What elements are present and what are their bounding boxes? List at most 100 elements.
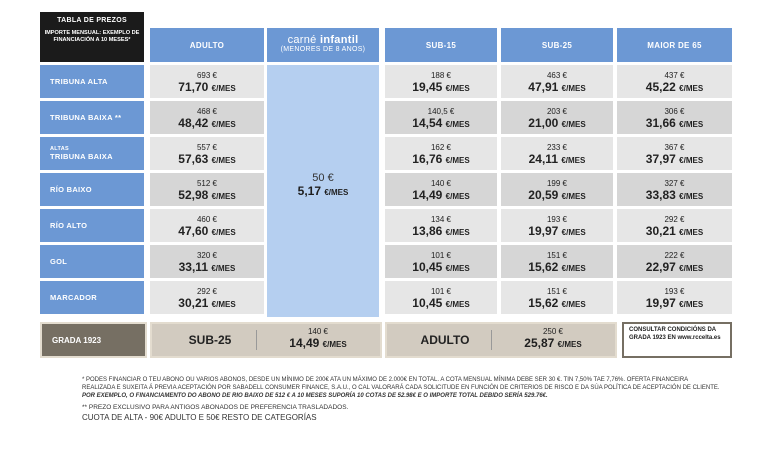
grada-adulto-box: ADULTO 250 € 25,87 €/MES [385, 322, 617, 358]
price-cell-sub25: 151 €15,62 €/MES [501, 281, 613, 314]
column-header-adulto: ADULTO [150, 28, 264, 62]
price-monthly: 48,42 €/MES [178, 116, 236, 130]
price-total: 437 € [664, 71, 685, 80]
price-monthly: 33,11 €/MES [178, 260, 236, 274]
price-monthly: 20,59 €/MES [528, 188, 586, 202]
price-cell-adulto: 557 €57,63 €/MES [150, 137, 264, 170]
column-header-maior65: MAIOR DE 65 [617, 28, 732, 62]
price-cell-sub15: 101 €10,45 €/MES [385, 281, 497, 314]
price-cell-sub15: 134 €13,86 €/MES [385, 209, 497, 242]
price-cell-maior65: 327 €33,83 €/MES [617, 173, 732, 206]
price-total: 306 € [664, 107, 685, 116]
price-total: 140,5 € [427, 107, 455, 116]
grada-sub25-name: SUB-25 [188, 333, 232, 347]
row-label: RÍO ALTO [40, 209, 144, 242]
price-total: 292 € [664, 215, 685, 224]
price-total: 199 € [546, 179, 568, 188]
price-monthly: 31,66 €/MES [645, 116, 704, 130]
price-total: 463 € [546, 71, 568, 80]
price-total: 151 € [546, 287, 568, 296]
column-header-infantil: carné infantil (MENORES DE 8 ANOS) [267, 28, 379, 62]
row-label-prefix: ALTAS [50, 146, 70, 152]
price-monthly: 19,45 €/MES [412, 80, 470, 94]
price-monthly: 13,86 €/MES [412, 224, 470, 238]
price-total: 468 € [196, 107, 218, 116]
price-monthly: 47,91 €/MES [528, 80, 586, 94]
grada-consult-note: CONSULTAR CONDICIÓNS DA GRADA 1923 EN ww… [622, 322, 732, 358]
price-monthly: 10,45 €/MES [412, 260, 470, 274]
divider [491, 330, 492, 350]
row-label: GOL [40, 245, 144, 278]
price-monthly: 21,00 €/MES [528, 116, 586, 130]
price-cell-adulto: 320 €33,11 €/MES [150, 245, 264, 278]
price-cell-maior65: 193 €19,97 €/MES [617, 281, 732, 314]
table-subtitle: IMPORTE MENSUAL: EXEMPLO DE FINANCIACIÓN… [44, 30, 140, 43]
price-total: 203 € [546, 107, 568, 116]
price-total: 151 € [546, 251, 568, 260]
price-total: 233 € [546, 143, 568, 152]
price-monthly: 10,45 €/MES [412, 296, 470, 310]
row-label: MARCADOR [40, 281, 144, 314]
row-label-text: RÍO BAIXO [50, 185, 92, 194]
price-monthly: 19,97 €/MES [528, 224, 586, 238]
price-cell-sub15: 162 €16,76 €/MES [385, 137, 497, 170]
price-cell-maior65: 292 €30,21 €/MES [617, 209, 732, 242]
infantil-price: 50 € [312, 172, 334, 184]
price-cell-sub15: 140,5 €14,54 €/MES [385, 101, 497, 134]
price-cell-adulto: 693 €71,70 €/MES [150, 65, 264, 98]
price-total: 101 € [430, 287, 452, 296]
row-label-text: RÍO ALTO [50, 221, 88, 230]
row-label: ALTAS TRIBUNA BAIXA [40, 137, 144, 170]
row-label-text: TRIBUNA BAIXA [50, 152, 113, 161]
price-total: 327 € [664, 179, 685, 188]
infantil-title: carné infantil [287, 34, 359, 46]
infantil-subtitle: (MENORES DE 8 ANOS) [280, 46, 366, 53]
price-cell-sub25: 233 €24,11 €/MES [501, 137, 613, 170]
price-monthly: 19,97 €/MES [645, 296, 704, 310]
price-total: 140 € [430, 179, 452, 188]
price-total: 193 € [664, 287, 685, 296]
row-label-text: TRIBUNA BAIXA ** [50, 113, 122, 122]
divider [256, 330, 257, 350]
price-monthly: 14,49 €/MES [412, 188, 470, 202]
price-cell-sub25: 463 €47,91 €/MES [501, 65, 613, 98]
infantil-monthly: 5,17 €/MES [297, 184, 349, 198]
price-cell-sub15: 101 €10,45 €/MES [385, 245, 497, 278]
price-total: 512 € [196, 179, 218, 188]
price-total: 222 € [664, 251, 685, 260]
row-label-text: TRIBUNA ALTA [50, 77, 108, 86]
grada-sub25-monthly: 14,49 €/MES [289, 336, 347, 350]
price-cell-adulto: 292 €30,21 €/MES [150, 281, 264, 314]
price-total: 320 € [196, 251, 218, 260]
grada-1923-label: GRADA 1923 [40, 322, 147, 358]
column-header-sub25: SUB-25 [501, 28, 613, 62]
footnotes: * PODES FINANCIAR O TEU ABONO OU VARIOS … [82, 376, 722, 422]
price-monthly: 33,83 €/MES [645, 188, 704, 202]
price-cell-adulto: 512 €52,98 €/MES [150, 173, 264, 206]
price-monthly: 37,97 €/MES [645, 152, 704, 166]
footnote-example: POR EXEMPLO, O FINANCIAMENTO DO ABONO DE… [82, 393, 548, 399]
price-cell-adulto: 468 €48,42 €/MES [150, 101, 264, 134]
grada-sub25-value: 140 € 14,49 €/MES [256, 324, 380, 351]
row-label: TRIBUNA BAIXA ** [40, 101, 144, 134]
price-monthly: 16,76 €/MES [412, 152, 470, 166]
price-total: 292 € [196, 287, 218, 296]
price-monthly: 22,97 €/MES [645, 260, 704, 274]
grada-adulto-price: 250 € [542, 327, 564, 336]
grada-sub25-box: SUB-25 140 € 14,49 €/MES [150, 322, 382, 358]
price-total: 193 € [546, 215, 568, 224]
price-cell-sub25: 151 €15,62 €/MES [501, 245, 613, 278]
price-total: 134 € [430, 215, 452, 224]
footnote-registration-fee: CUOTA DE ALTA - 90€ ADULTO E 50€ RESTO D… [82, 413, 317, 422]
row-label: RÍO BAIXO [40, 173, 144, 206]
grada-adulto-monthly: 25,87 €/MES [524, 336, 582, 350]
row-label-text: MARCADOR [50, 293, 97, 302]
price-total: 693 € [196, 71, 218, 80]
infantil-price-cell: 50 € 5,17 €/MES [267, 65, 379, 317]
row-label-text: GOL [50, 257, 68, 266]
price-monthly: 45,22 €/MES [645, 80, 704, 94]
price-cell-maior65: 367 €37,97 €/MES [617, 137, 732, 170]
price-monthly: 71,70 €/MES [178, 80, 236, 94]
price-monthly: 24,11 €/MES [528, 152, 586, 166]
price-cell-sub25: 193 €19,97 €/MES [501, 209, 613, 242]
